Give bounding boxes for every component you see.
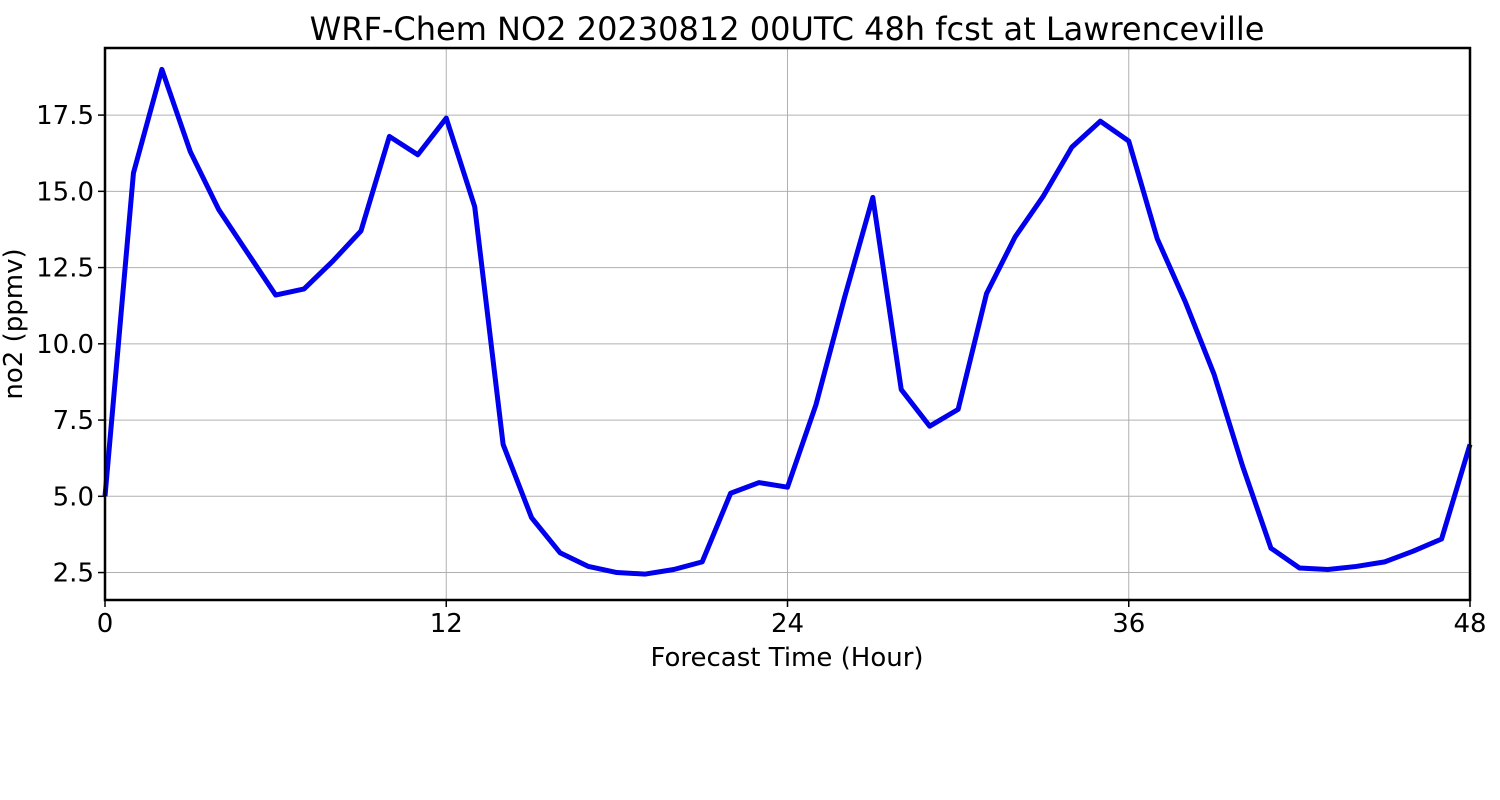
grid <box>104 48 1471 600</box>
chart-title: WRF-Chem NO2 20230812 00UTC 48h fcst at … <box>310 10 1265 48</box>
y-tick-label: 15.0 <box>36 177 94 207</box>
tick-labels: 0 12 24 36 48 2.5 5.0 7.5 10.0 12.5 15.0 17.5 <box>36 101 1486 639</box>
series-line <box>102 66 1473 577</box>
y-tick-label: 17.5 <box>36 101 94 131</box>
y-tick-label: 2.5 <box>53 559 94 589</box>
y-tick-label: 7.5 <box>53 406 94 436</box>
plot-frame <box>103 46 1472 602</box>
x-tick-label: 36 <box>1112 609 1145 639</box>
x-tick-label: 24 <box>771 609 804 639</box>
x-tick-label: 0 <box>97 609 114 639</box>
series-layer <box>102 66 1473 577</box>
y-tick-label: 10.0 <box>36 330 94 360</box>
x-tick-label: 12 <box>430 609 463 639</box>
x-tick-label: 48 <box>1453 609 1486 639</box>
y-tick-label: 5.0 <box>53 482 94 512</box>
x-axis-label: Forecast Time (Hour) <box>650 643 923 673</box>
y-axis-label: no2 (ppmv) <box>0 248 29 399</box>
y-tick-label: 12.5 <box>36 254 94 284</box>
